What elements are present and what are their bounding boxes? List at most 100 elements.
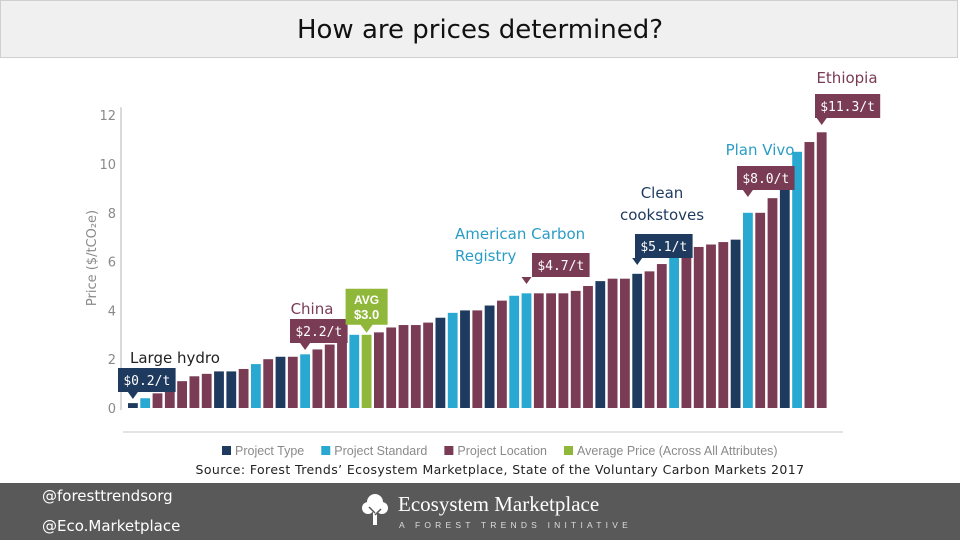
bar (484, 305, 495, 408)
callout-label: Plan Vivo (726, 141, 795, 159)
bar (718, 242, 729, 408)
legend-label: Project Location (457, 444, 547, 458)
bar (706, 244, 716, 408)
callout-label: Ethiopia (816, 69, 877, 87)
bar (263, 359, 274, 408)
price-callout-box (815, 94, 881, 125)
bar (546, 293, 556, 408)
bar (656, 264, 667, 408)
bar (324, 344, 335, 408)
footer-bar: @foresttrendsorg @Eco.Marketplace Ecosys… (0, 483, 960, 540)
callout-label: Registry (455, 247, 517, 265)
bar (595, 281, 606, 408)
price-callout-value: $4.7/t (537, 259, 584, 274)
legend-label: Project Type (235, 444, 304, 458)
bar (226, 371, 237, 408)
bar (681, 249, 692, 408)
legend-swatch (444, 446, 454, 455)
twitter-handle-foresttrends[interactable]: @foresttrendsorg (42, 487, 173, 505)
bar (693, 246, 704, 408)
bar (730, 239, 741, 408)
legend-swatch (321, 446, 331, 455)
callout-label: cookstoves (620, 206, 704, 224)
brand-name: Ecosystem Marketplace (398, 492, 600, 516)
price-callout-value: $11.3/t (820, 100, 875, 115)
avg-badge (345, 288, 388, 333)
bar (374, 332, 384, 408)
bar (361, 334, 372, 408)
bar (447, 312, 458, 408)
bar (164, 388, 175, 408)
y-tick-label: 2 (108, 353, 116, 368)
avg-value: $3.0 (354, 307, 379, 322)
bar (460, 310, 470, 408)
bar (386, 327, 397, 408)
bar (620, 278, 630, 408)
price-bar-chart: 0 2 4 6 8 10 12 Price ($/tCO₂e) $0.2/t Large hyd… (85, 69, 881, 458)
tree-logo-icon (362, 494, 388, 525)
bar-group (128, 132, 827, 409)
bar (128, 403, 138, 408)
bar (300, 354, 310, 408)
bar (423, 322, 433, 408)
bar (214, 371, 224, 408)
source-caption: Source: Forest Trends’ Ecosystem Marketp… (195, 462, 805, 477)
y-tick-label: 6 (108, 256, 116, 271)
bar (251, 364, 261, 408)
bar (570, 290, 581, 408)
bar (607, 278, 618, 408)
bar (804, 142, 815, 409)
legend-swatch (222, 446, 231, 455)
bar (583, 286, 593, 408)
bar (792, 151, 802, 409)
bar (398, 325, 409, 408)
bar (287, 356, 298, 408)
bar (201, 373, 212, 408)
callout-label: Clean (641, 184, 684, 202)
bar (189, 376, 200, 408)
bar (410, 325, 421, 408)
bar (558, 293, 569, 408)
bar (472, 310, 483, 408)
y-axis: 0 2 4 6 8 10 12 Price ($/tCO₂e) (85, 107, 843, 433)
bar (275, 356, 286, 408)
bar (533, 293, 544, 408)
bar (349, 334, 360, 408)
bar (521, 293, 532, 408)
bar (152, 393, 163, 408)
bar (669, 256, 679, 408)
price-callout-box (521, 253, 590, 284)
price-callout-value: $0.2/t (123, 374, 170, 389)
bar (177, 381, 187, 408)
callout-label: Large hydro (130, 349, 220, 367)
bar (743, 212, 753, 408)
y-tick-label: 12 (99, 109, 116, 124)
brand-tagline: A FOREST TRENDS INITIATIVE (399, 520, 632, 530)
page-title: How are prices determined? (296, 15, 664, 45)
y-axis-title: Price ($/tCO₂e) (85, 210, 100, 306)
price-callout-value: $2.2/t (295, 325, 342, 340)
legend-label: Project Standard (334, 444, 427, 458)
price-callout-box (290, 319, 348, 350)
bar (312, 349, 323, 408)
price-callout-box (632, 234, 693, 265)
price-callout-value: $8.0/t (742, 172, 789, 187)
bar (337, 339, 347, 408)
price-callout-box (118, 368, 176, 399)
bar (632, 273, 643, 408)
callout-group: $0.2/t Large hydro $2.2/t China AVG$3.0 $4.7/… (118, 69, 881, 399)
y-tick-label: 0 (108, 402, 116, 417)
bar (497, 300, 507, 408)
bar (816, 132, 827, 408)
avg-label: AVG (354, 293, 379, 307)
bar (509, 295, 520, 408)
bar (767, 198, 778, 408)
bar (779, 166, 790, 408)
y-tick-label: 10 (99, 158, 116, 173)
bar (140, 398, 151, 408)
bar (755, 212, 766, 408)
bar (238, 368, 249, 408)
twitter-handle-ecomarketplace[interactable]: @Eco.Marketplace (42, 517, 181, 535)
legend-swatch (564, 446, 574, 455)
y-tick-label: 8 (108, 207, 116, 222)
